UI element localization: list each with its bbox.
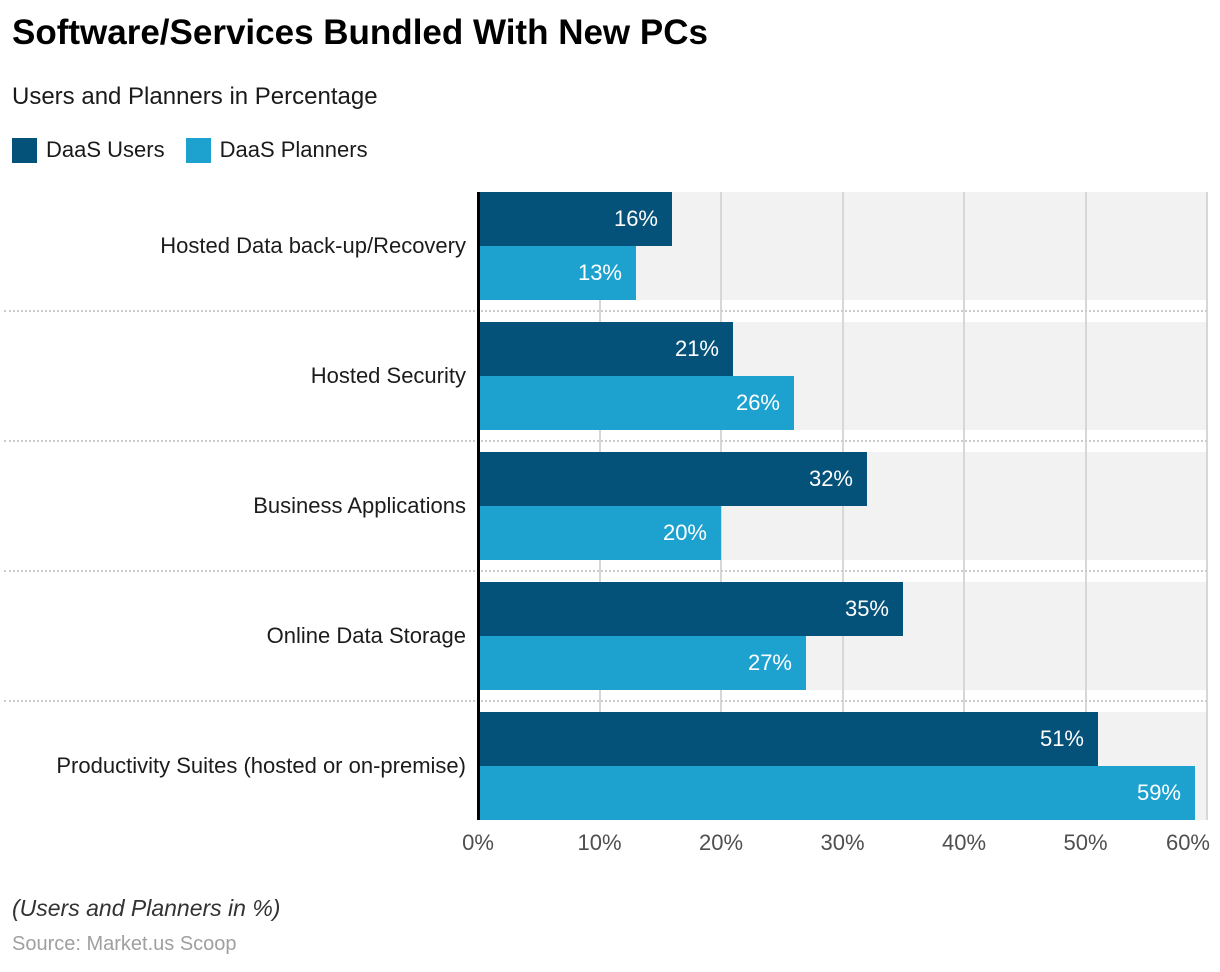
x-tick-label: 10% [577,830,622,855]
legend-item-daas-users: DaaS Users [12,137,165,163]
bar-daas-planners: 13% [478,246,636,300]
bar-daas-users: 21% [478,322,733,376]
bar-value-label: 21% [674,336,719,361]
category-label: Hosted Security [310,363,466,388]
y-axis-line [477,192,480,820]
row-separator [4,440,1207,442]
row-separator [4,700,1207,702]
x-tick-label: 0% [462,830,494,855]
category-label: Hosted Data back-up/Recovery [160,233,466,258]
row-separator [4,570,1207,572]
x-tick-label: 40% [941,830,987,855]
legend: DaaS Users DaaS Planners [12,137,368,163]
chart-subtitle: Users and Planners in Percentage [12,83,378,110]
gridline [963,192,965,820]
legend-label-daas-planners: DaaS Planners [219,137,368,162]
bar-value-label: 32% [808,466,853,491]
bar-value-label: 20% [662,520,707,545]
bar-value-label: 35% [844,596,889,621]
gridline [841,192,844,820]
x-tick-label: 20% [698,830,744,855]
category-label: Productivity Suites (hosted or on-premis… [56,753,466,778]
row-separator [4,310,1207,312]
legend-item-daas-planners: DaaS Planners [185,137,368,163]
legend-swatch-daas-planners [185,137,211,163]
bar-value-label: 27% [747,650,792,675]
x-tick-label: 60% [1165,830,1210,855]
bar-daas-planners: 27% [478,636,806,690]
gridline [1084,192,1087,820]
category-label: Online Data Storage [266,623,466,648]
footer-source: Source: Market.us Scoop [12,933,237,955]
chart-title: Software/Services Bundled With New PCs [12,13,708,52]
legend-swatch-daas-users [12,137,37,163]
bar-daas-users: 51% [478,712,1098,766]
x-tick-label: 30% [820,830,865,855]
legend-label-daas-users: DaaS Users [46,137,165,162]
bar-value-label: 26% [735,390,780,415]
bar-value-label: 51% [1039,726,1084,751]
bar-value-label: 13% [577,260,622,285]
bar-daas-planners: 26% [478,376,794,430]
bar-daas-users: 35% [478,582,903,636]
bar-daas-users: 32% [478,452,867,506]
bar-value-label: 16% [613,206,658,231]
gridline [1206,192,1208,820]
gridline [720,192,722,820]
bar-value-label: 59% [1136,780,1181,805]
category-label: Business Applications [253,493,466,518]
bar-daas-planners: 20% [478,506,721,560]
x-tick-label: 50% [1063,830,1108,855]
footer-note: (Users and Planners in %) [12,895,281,921]
bar-daas-planners: 59% [478,766,1195,820]
bar-daas-users: 16% [478,192,672,246]
